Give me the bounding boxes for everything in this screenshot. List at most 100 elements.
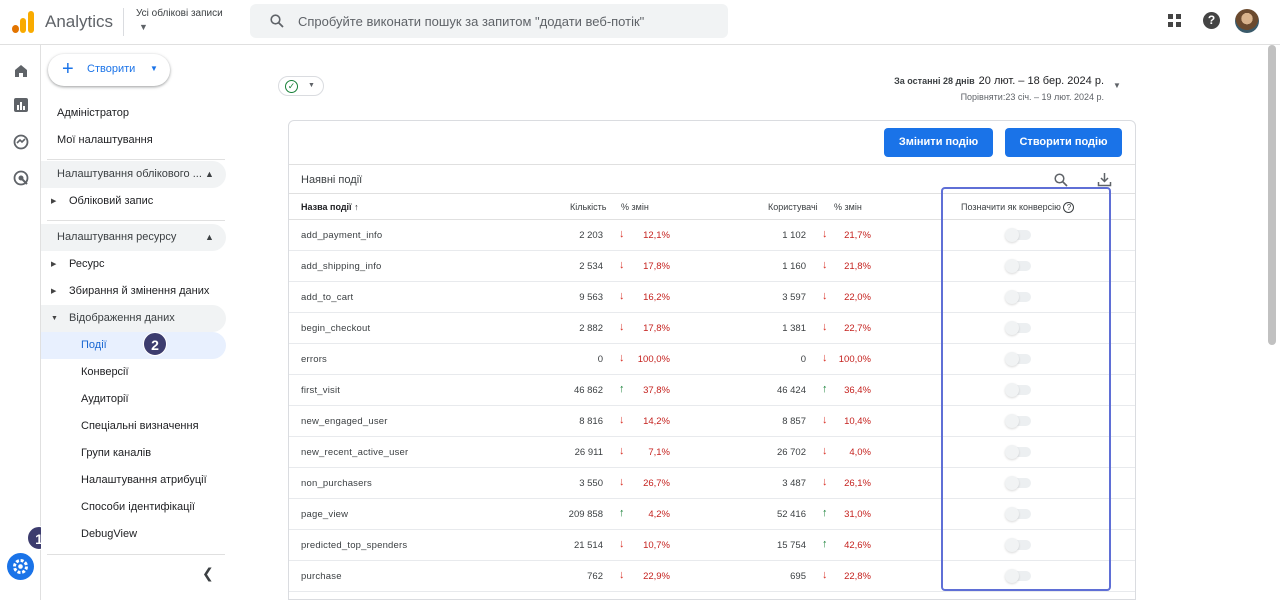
page-scrollbar[interactable] [1268, 45, 1276, 345]
help-icon[interactable]: ? [1203, 12, 1220, 29]
event-users: 8 857 [782, 416, 806, 427]
mark-conversion-toggle[interactable] [1005, 290, 1031, 304]
help-icon: ? [1063, 202, 1075, 213]
analytics-logo-icon[interactable] [10, 9, 34, 33]
mark-conversion-toggle[interactable] [1005, 228, 1031, 242]
advertising-icon[interactable] [12, 169, 30, 187]
sidebar-item-channel-groups[interactable]: Групи каналів [81, 447, 152, 459]
event-users: 3 597 [782, 292, 806, 303]
table-row[interactable]: errors 0 ↓ 100,0% 0 ↓ 100,0% [289, 344, 1135, 375]
date-range-picker[interactable]: За останні 28 днів 20 лют. – 18 бер. 2024… [894, 71, 1104, 102]
table-row[interactable]: new_engaged_user 8 816 ↓ 14,2% 8 857 ↓ 10,4% [289, 406, 1135, 437]
event-name[interactable]: purchase [301, 571, 342, 582]
event-name[interactable]: first_visit [301, 385, 341, 396]
table-row[interactable]: page_view 209 858 ↑ 4,2% 52 416 ↑ 31,0% [289, 499, 1135, 530]
sidebar-item-custom-definitions[interactable]: Спеціальні визначення [81, 420, 199, 432]
sidebar-item-property[interactable]: ▶ Ресурс [41, 251, 226, 278]
sidebar-item-my-settings[interactable]: Мої налаштування [57, 134, 153, 146]
trend-down-arrow-icon: ↓ [822, 228, 828, 240]
event-name[interactable]: page_view [301, 509, 349, 520]
table-row[interactable]: add_to_cart 9 563 ↓ 16,2% 3 597 ↓ 22,0% [289, 282, 1135, 313]
sidebar-item-attribution-settings[interactable]: Налаштування атрибуції [81, 474, 207, 486]
sidebar-item-audiences[interactable]: Аудиторії [81, 393, 129, 405]
event-name[interactable]: begin_checkout [301, 323, 371, 334]
sidebar-item-identification[interactable]: Способи ідентифікації [81, 501, 195, 513]
table-row[interactable]: first_visit 46 862 ↑ 37,8% 46 424 ↑ 36,4% [289, 375, 1135, 406]
create-event-button[interactable]: Створити подію [1005, 128, 1122, 157]
mark-conversion-toggle[interactable] [1005, 507, 1031, 521]
col-event-name[interactable]: Назва події ↑ [301, 202, 359, 212]
date-range-label: За останні 28 днів [894, 76, 975, 86]
event-name[interactable]: new_recent_active_user [301, 447, 409, 458]
event-users: 1 381 [782, 323, 806, 334]
mark-conversion-toggle[interactable] [1005, 352, 1031, 366]
explore-icon[interactable] [12, 133, 30, 151]
mark-conversion-toggle[interactable] [1005, 538, 1031, 552]
col-count[interactable]: Кількість [570, 202, 607, 212]
col-users-change[interactable]: % змін [834, 202, 862, 212]
create-button[interactable]: + Створити ▼ [48, 54, 170, 86]
sidebar-item-admin[interactable]: Адміністратор [57, 107, 129, 119]
mark-conversion-toggle[interactable] [1005, 383, 1031, 397]
search-bar[interactable] [250, 4, 728, 38]
table-row[interactable]: add_payment_info 2 203 ↓ 12,1% 1 102 ↓ 21,7% [289, 220, 1135, 251]
event-name[interactable]: predicted_top_spenders [301, 540, 408, 551]
trend-down-arrow-icon: ↓ [619, 259, 625, 271]
sidebar-item-data-display[interactable]: ▼ Відображення даних [41, 305, 226, 332]
event-users: 3 487 [782, 478, 806, 489]
caret-down-icon[interactable]: ▼ [1113, 81, 1121, 90]
search-icon[interactable] [1054, 173, 1068, 187]
event-name[interactable]: non_purchasers [301, 478, 372, 489]
col-mark-conversion: Позначити як конверсію ? [961, 202, 1075, 213]
table-row[interactable]: purchase 762 ↓ 22,9% 695 ↓ 22,8% [289, 561, 1135, 592]
download-icon[interactable] [1097, 172, 1112, 187]
event-name[interactable]: add_payment_info [301, 230, 383, 241]
caret-down-icon[interactable]: ▼ [139, 22, 148, 32]
account-selector-label[interactable]: Усі облікові записи [136, 8, 223, 19]
mark-conversion-toggle[interactable] [1005, 414, 1031, 428]
col-users[interactable]: Користувачі [768, 202, 818, 212]
col-count-change[interactable]: % змін [621, 202, 649, 212]
mark-conversion-toggle[interactable] [1005, 445, 1031, 459]
admin-gear-button[interactable] [7, 553, 34, 580]
search-input[interactable] [298, 10, 718, 32]
table-row[interactable]: non_purchasers 3 550 ↓ 26,7% 3 487 ↓ 26,1% [289, 468, 1135, 499]
mark-conversion-toggle[interactable] [1005, 476, 1031, 490]
mark-conversion-toggle[interactable] [1005, 259, 1031, 273]
apps-grid-icon[interactable] [1168, 14, 1182, 28]
item-label: Ресурс [69, 258, 105, 270]
reports-icon[interactable] [12, 96, 30, 114]
event-count: 2 534 [579, 261, 603, 272]
trend-down-arrow-icon: ↓ [822, 259, 828, 271]
table-row[interactable]: predicted_top_spenders 21 514 ↓ 10,7% 15 754… [289, 530, 1135, 561]
event-name[interactable]: add_shipping_info [301, 261, 382, 272]
sidebar-item-events[interactable]: Події [41, 332, 226, 359]
event-name[interactable]: errors [301, 354, 328, 365]
chevron-up-icon: ▲ [205, 232, 214, 242]
data-quality-chip[interactable]: ✓ ▼ [278, 76, 324, 96]
table-row[interactable]: begin_checkout 2 882 ↓ 17,8% 1 381 ↓ 22,7% [289, 313, 1135, 344]
count-change: 100,0% [637, 354, 670, 365]
section-property-settings[interactable]: Налаштування ресурсу ▲ [41, 224, 226, 251]
mark-conversion-toggle[interactable] [1005, 569, 1031, 583]
sidebar-item-account[interactable]: ▶ Обліковий запис [41, 188, 226, 215]
sidebar-item-debugview[interactable]: DebugView [81, 528, 138, 540]
table-row[interactable]: add_shipping_info 2 534 ↓ 17,8% 1 160 ↓ 21,8% [289, 251, 1135, 282]
caret-down-icon: ▼ [308, 82, 315, 89]
event-users: 26 702 [776, 447, 806, 458]
avatar[interactable] [1235, 9, 1259, 33]
sidebar-item-conversions[interactable]: Конверсії [81, 366, 129, 378]
collapse-sidebar-icon[interactable]: ❮ [202, 565, 214, 581]
item-label: Відображення даних [69, 312, 175, 324]
sidebar-item-data-collection[interactable]: ▶ Збирання й змінення даних [41, 278, 226, 305]
home-icon[interactable] [12, 62, 30, 80]
event-name[interactable]: add_to_cart [301, 292, 354, 303]
section-account-settings[interactable]: Налаштування облікового ... ▲ [41, 161, 226, 188]
table-row[interactable]: new_recent_active_user 26 911 ↓ 7,1% 26 702 ↓… [289, 437, 1135, 468]
count-change: 26,7% [643, 478, 670, 489]
event-name[interactable]: new_engaged_user [301, 416, 388, 427]
mark-conversion-toggle[interactable] [1005, 321, 1031, 335]
table-header: Назва події ↑ Кількість % змін Користува… [289, 194, 1135, 220]
modify-event-button[interactable]: Змінити подію [884, 128, 993, 157]
trend-up-arrow-icon: ↑ [822, 538, 828, 550]
